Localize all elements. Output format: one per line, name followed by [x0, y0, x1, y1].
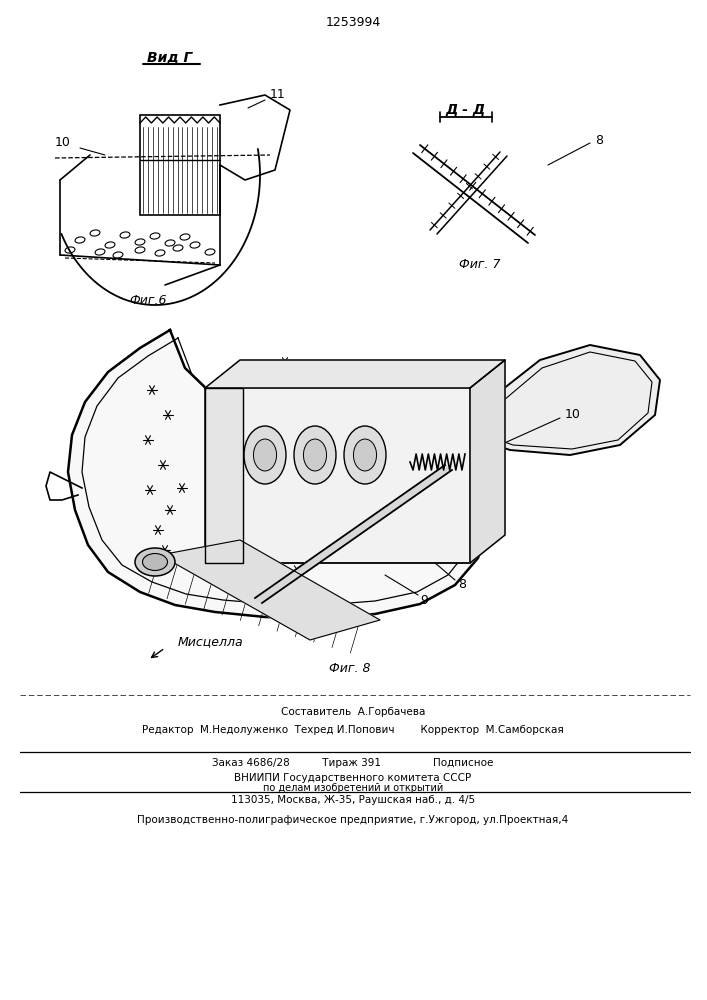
Text: ВНИИПИ Государственного комитета СССР: ВНИИПИ Государственного комитета СССР [235, 773, 472, 783]
Text: Редактор  М.Недолуженко  Техред И.Попович        Корректор  М.Самборская: Редактор М.Недолуженко Техред И.Попович … [142, 725, 564, 735]
Polygon shape [205, 360, 505, 388]
Polygon shape [160, 540, 380, 640]
Text: 10: 10 [55, 135, 71, 148]
Text: Фиг. 7: Фиг. 7 [460, 258, 501, 271]
Ellipse shape [244, 426, 286, 484]
Text: 9: 9 [420, 593, 428, 606]
Ellipse shape [294, 426, 336, 484]
Bar [140, 115, 220, 215]
Polygon shape [205, 388, 243, 563]
Text: 1253994: 1253994 [325, 15, 380, 28]
Text: Производственно-полиграфическое предприятие, г.Ужгород, ул.Проектная,4: Производственно-полиграфическое предприя… [137, 815, 568, 825]
Text: Заказ 4686/28          Тираж 391                Подписное: Заказ 4686/28 Тираж 391 Подписное [212, 758, 493, 768]
Ellipse shape [303, 439, 327, 471]
Polygon shape [255, 465, 452, 603]
Text: 10: 10 [565, 408, 581, 422]
Text: Мисцелла: Мисцелла [178, 636, 244, 648]
Text: Составитель  А.Горбачева: Составитель А.Горбачева [281, 707, 425, 717]
Polygon shape [470, 360, 505, 563]
Text: Фиг.6: Фиг.6 [129, 294, 167, 306]
Ellipse shape [135, 548, 175, 576]
Ellipse shape [344, 426, 386, 484]
Ellipse shape [253, 439, 276, 471]
Text: Д - Д: Д - Д [445, 103, 485, 117]
Polygon shape [470, 345, 660, 455]
Bar [205, 388, 470, 563]
Text: Фиг. 8: Фиг. 8 [329, 662, 370, 674]
Ellipse shape [354, 439, 377, 471]
Text: 113035, Москва, Ж-35, Раушская наб., д. 4/5: 113035, Москва, Ж-35, Раушская наб., д. … [231, 795, 475, 805]
Ellipse shape [143, 554, 168, 570]
Polygon shape [68, 330, 492, 618]
Text: Вид Г: Вид Г [147, 51, 193, 65]
Text: по делам изобретений и открытий: по делам изобретений и открытий [263, 783, 443, 793]
Text: 11: 11 [270, 89, 286, 102]
Text: 8: 8 [595, 133, 603, 146]
Text: 8: 8 [458, 578, 466, 591]
